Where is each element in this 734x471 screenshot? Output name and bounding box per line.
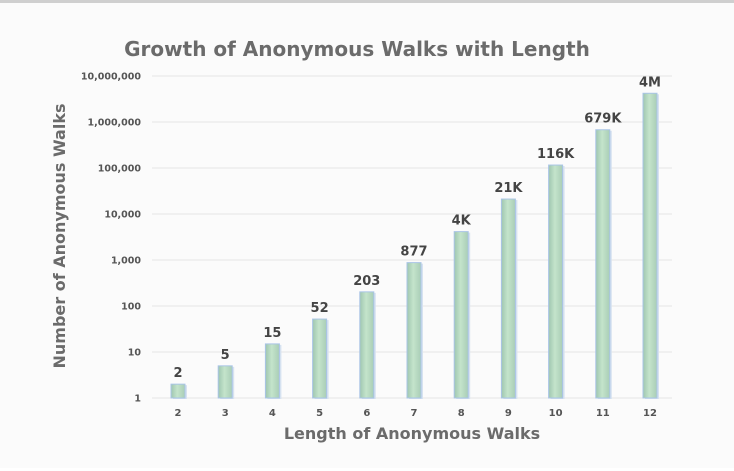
data-labels: 2 5 15 52 203 877 4K 21K 116K 679K 4M bbox=[173, 75, 661, 381]
x-tick-label: 5 bbox=[316, 408, 323, 419]
x-tick-label: 6 bbox=[363, 408, 370, 419]
y-tick-label: 100,000 bbox=[98, 164, 142, 175]
x-tick-label: 3 bbox=[222, 408, 229, 419]
bar bbox=[548, 164, 564, 399]
bar bbox=[312, 318, 328, 399]
y-tick-label: 10,000,000 bbox=[81, 72, 141, 83]
bar bbox=[359, 291, 375, 399]
x-axis-ticks: 2 3 4 5 6 7 8 9 10 11 12 bbox=[175, 408, 657, 419]
bar bbox=[453, 231, 469, 399]
x-axis-label: Length of Anonymous Walks bbox=[284, 424, 540, 443]
y-axis-ticks: 1 10 100 1,000 10,000 100,000 1,000,000 10,000,… bbox=[81, 72, 141, 405]
data-label: 116K bbox=[537, 147, 575, 162]
data-label: 679K bbox=[584, 112, 622, 127]
data-label: 877 bbox=[400, 245, 427, 260]
data-label: 203 bbox=[353, 274, 380, 289]
x-tick-label: 9 bbox=[505, 408, 512, 419]
y-tick-label: 1 bbox=[134, 394, 141, 405]
y-axis-label: Number of Anonymous Walks bbox=[50, 104, 69, 369]
data-label: 2 bbox=[173, 366, 182, 381]
y-tick-label: 1,000 bbox=[111, 256, 141, 267]
anonymous-walks-chart: Growth of Anonymous Walks with Length 11… bbox=[50, 37, 672, 443]
bar bbox=[642, 92, 658, 399]
y-tick-label: 10,000 bbox=[104, 210, 141, 221]
data-label: 52 bbox=[311, 301, 329, 316]
x-tick-label: 12 bbox=[643, 408, 657, 419]
y-tick-label: 1,000,000 bbox=[88, 118, 142, 129]
bar bbox=[264, 343, 280, 399]
data-label: 4K bbox=[452, 214, 472, 229]
bar bbox=[595, 129, 611, 399]
bar bbox=[217, 365, 233, 399]
y-tick-label: 10 bbox=[128, 348, 142, 359]
x-tick-label: 7 bbox=[411, 408, 418, 419]
data-label: 4M bbox=[639, 75, 661, 90]
x-tick-label: 8 bbox=[458, 408, 465, 419]
data-label: 21K bbox=[494, 181, 523, 196]
bar bbox=[170, 383, 186, 399]
data-label: 5 bbox=[221, 348, 230, 363]
data-label: 15 bbox=[263, 326, 281, 341]
x-tick-label: 11 bbox=[596, 408, 610, 419]
x-tick-label: 2 bbox=[175, 408, 182, 419]
bar bbox=[500, 198, 516, 399]
x-tick-label: 4 bbox=[269, 408, 276, 419]
y-tick-label: 100 bbox=[121, 302, 141, 313]
bar bbox=[406, 262, 422, 399]
bars bbox=[170, 92, 659, 399]
chart-title: Growth of Anonymous Walks with Length bbox=[124, 37, 590, 61]
x-tick-label: 10 bbox=[549, 408, 563, 419]
